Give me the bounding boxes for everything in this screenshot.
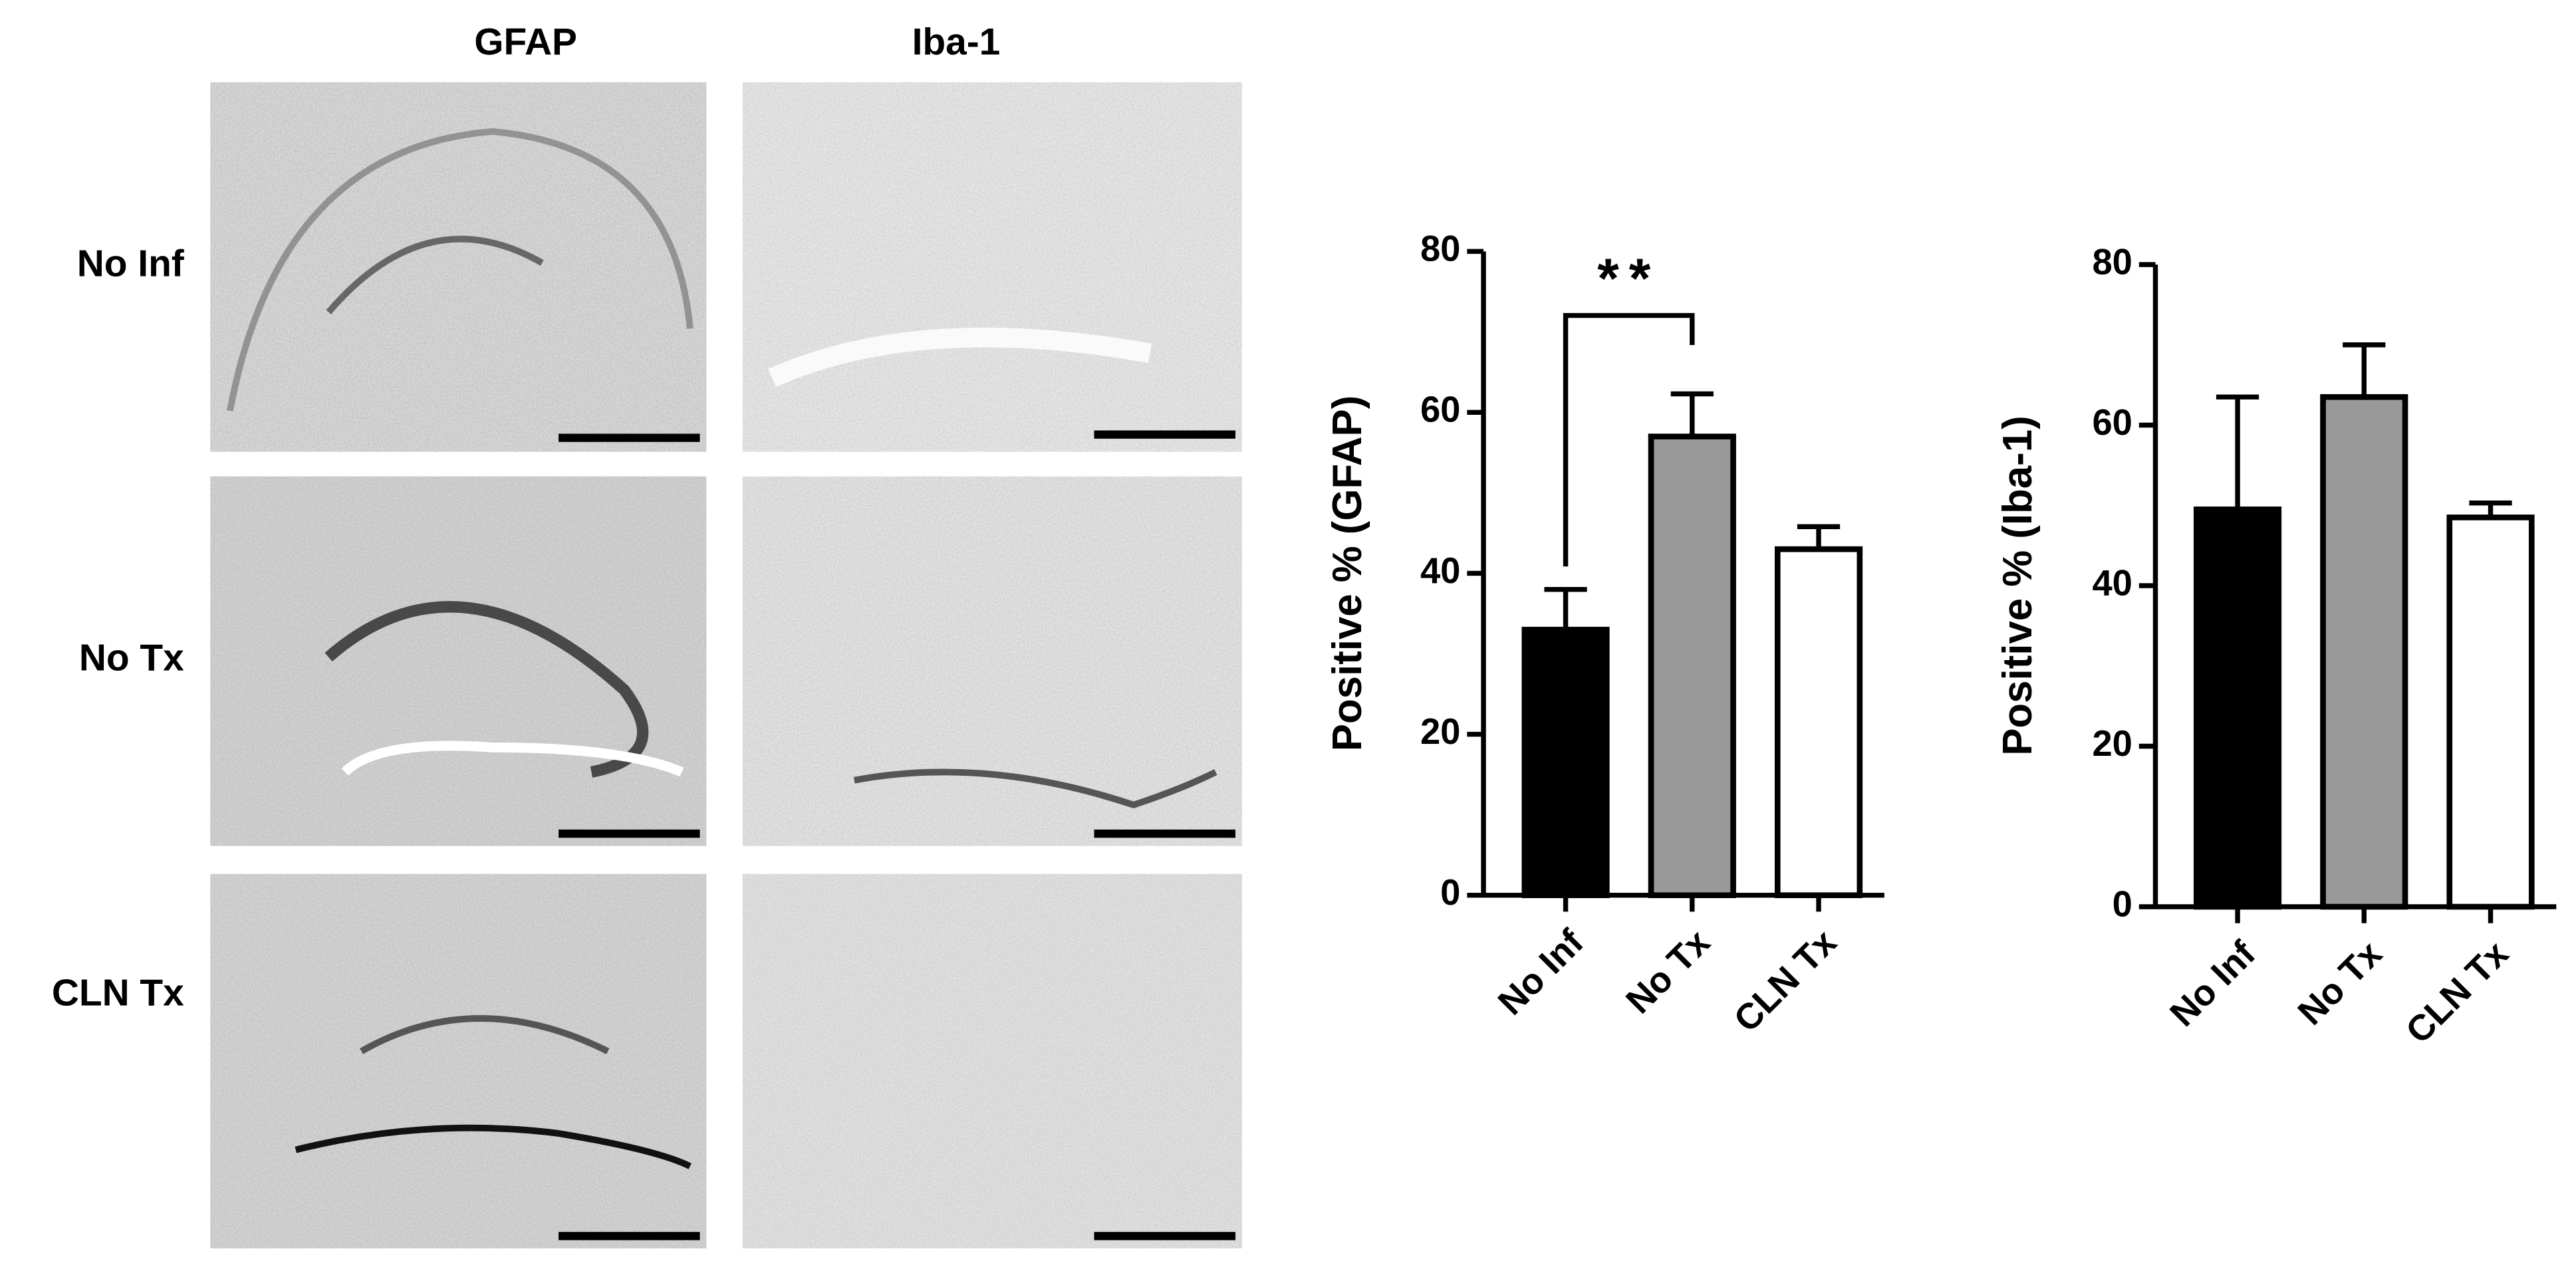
y-tick-label: 40 (1420, 550, 1460, 591)
bar (1648, 433, 1736, 899)
bar (2320, 394, 2408, 910)
x-tick-label: CLN Tx (1726, 921, 1845, 1040)
x-tick-label: No Tx (1618, 921, 1718, 1021)
micrograph (742, 874, 1242, 1248)
column-label: Iba-1 (912, 21, 1001, 63)
x-tick-label: No Tx (2290, 933, 2390, 1033)
y-tick-label: 0 (2113, 883, 2132, 924)
y-tick-label: 0 (1440, 872, 1460, 913)
y-axis-label: Positive % (Iba-1) (1995, 415, 2041, 755)
micrograph (742, 476, 1242, 846)
significance-bracket (1563, 312, 1695, 567)
bar (1521, 626, 1610, 899)
y-axis-label: Positive % (GFAP) (1325, 396, 1370, 751)
micrograph (210, 82, 707, 452)
bar (2193, 506, 2282, 910)
row-label: No Inf (77, 243, 185, 285)
x-tick-label: CLN Tx (2398, 933, 2516, 1052)
row-label: No Tx (79, 637, 184, 679)
y-tick-label: 40 (2092, 562, 2132, 603)
x-tick-label: No Inf (1490, 921, 1592, 1023)
y-tick-label: 80 (2092, 241, 2132, 282)
y-tick-label: 20 (1420, 711, 1460, 752)
x-tick-label: No Inf (2162, 933, 2263, 1034)
micrograph (210, 874, 707, 1248)
column-label: GFAP (474, 21, 577, 63)
micrograph (210, 476, 707, 846)
row-label: CLN Tx (52, 972, 184, 1014)
y-tick-label: 20 (2092, 723, 2132, 764)
y-tick-label: 60 (2092, 402, 2132, 443)
y-tick-label: 60 (1420, 390, 1460, 430)
significance-label: ** (1597, 247, 1660, 309)
bar (1774, 546, 1863, 899)
micrographs (210, 82, 1242, 1248)
y-tick-label: 80 (1420, 229, 1460, 269)
bar (2446, 515, 2535, 910)
micrograph (742, 82, 1242, 452)
